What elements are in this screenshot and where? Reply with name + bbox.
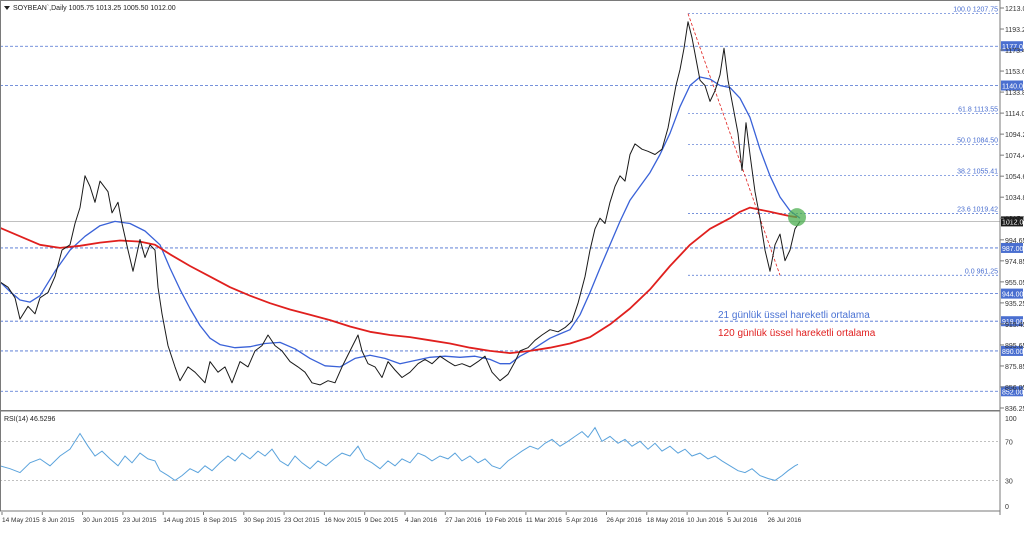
- x-tick-label: 30 Sep 2015: [244, 517, 281, 524]
- rsi-tick-label: 70: [1005, 439, 1013, 446]
- price-label-badge: [1001, 345, 1023, 356]
- price-tick-label: 1213.00: [1005, 6, 1024, 13]
- price-label-text: 852.00: [1002, 389, 1024, 396]
- x-tick-label: 14 Aug 2015: [163, 517, 200, 524]
- x-tick-label: 23 Oct 2015: [284, 517, 320, 524]
- fib-level-label: 38.2 1055.41: [957, 168, 998, 175]
- price-tick-label: 1173.40: [1005, 48, 1024, 55]
- price-tick-label: 895.65: [1005, 343, 1024, 350]
- price-label-badge: [1001, 316, 1023, 327]
- main-panel-frame: [0, 0, 1001, 411]
- x-tick-label: 19 Feb 2016: [486, 517, 523, 524]
- x-tick-label: 9 Dec 2015: [365, 517, 399, 524]
- price-label-badge: [1001, 386, 1023, 397]
- x-tick-label: 30 Jun 2015: [83, 517, 119, 524]
- x-tick-label: 4 Jan 2016: [405, 517, 438, 524]
- price-tick-label: 955.05: [1005, 280, 1024, 287]
- price-tick-label: 1034.80: [1005, 195, 1024, 202]
- price-tick-label: 1153.60: [1005, 69, 1024, 76]
- fib-level-label: 61.8 1113.55: [958, 107, 998, 114]
- price-tick-label: 875.85: [1005, 364, 1024, 371]
- price-tick-label: 1094.20: [1005, 132, 1024, 139]
- price-label-badge: [1001, 80, 1023, 91]
- price-label-badge: [1001, 216, 1023, 227]
- fib-trendline: [687, 13, 781, 276]
- price-tick-label: 974.85: [1005, 259, 1024, 266]
- price-tick-label: 1054.60: [1005, 174, 1024, 181]
- ema-series-line: [0, 76, 801, 368]
- x-tick-label: 5 Apr 2016: [566, 517, 598, 524]
- chart-title: SOYBEAN`,Daily 1005.75 1013.25 1005.50 1…: [13, 5, 176, 12]
- fib-level-label: 100.0 1207.75: [953, 7, 998, 14]
- x-tick-label: 18 May 2016: [647, 517, 685, 524]
- price-tick-label: 1074.40: [1005, 153, 1024, 160]
- price-tick-label: 994.65: [1005, 238, 1024, 245]
- price-tick-label: 935.25: [1005, 301, 1024, 308]
- rsi-tick-label: 30: [1005, 478, 1013, 485]
- price-label-text: 1140.00: [1002, 84, 1024, 91]
- price-tick-label: 915.45: [1005, 322, 1024, 329]
- price-tick-label: 1015.00: [1005, 216, 1024, 223]
- x-tick-label: 10 Jun 2016: [687, 517, 723, 524]
- x-tick-label: 11 Mar 2016: [526, 517, 562, 524]
- ema-series-line: [0, 206, 798, 354]
- fib-level-label: 50.0 1084.50: [957, 137, 998, 144]
- price-tick-label: 1193.20: [1005, 27, 1024, 34]
- x-tick-label: 5 Jul 2016: [727, 517, 757, 524]
- x-tick-label: 23 Jul 2015: [123, 517, 157, 524]
- price-label-text: 944.00: [1002, 292, 1024, 299]
- price-label-text: 1177.00: [1002, 44, 1024, 51]
- x-tick-label: 26 Jul 2016: [768, 517, 802, 524]
- x-tick-label: 27 Jan 2016: [445, 517, 481, 524]
- x-tick-label: 16 Nov 2015: [324, 517, 361, 524]
- price-series-line: [0, 21, 801, 386]
- rsi-title: RSI(14) 46.5296: [4, 416, 55, 423]
- fib-level-label: 0.0 961.25: [965, 268, 998, 275]
- price-label-text: 918.00: [1002, 319, 1024, 326]
- title-dropdown-icon: [4, 6, 10, 10]
- price-tick-label: 1114.00: [1005, 111, 1024, 118]
- price-tick-label: 836.25: [1005, 406, 1024, 413]
- x-tick-label: 8 Jun 2015: [42, 517, 75, 524]
- annotation-21-ema: 21 günlük üssel hareketli ortalama: [718, 310, 870, 321]
- price-label-text: 890.00: [1002, 349, 1024, 356]
- price-label-badge: [1001, 41, 1023, 52]
- rsi-tick-label: 100: [1005, 416, 1017, 423]
- rsi-tick-label: 0: [1005, 504, 1009, 511]
- price-label-text: 1012.00: [1002, 219, 1024, 226]
- price-label-badge: [1001, 288, 1023, 299]
- price-label-text: 987.00: [1002, 246, 1024, 253]
- price-tick-label: 856.05: [1005, 385, 1024, 392]
- x-tick-label: 26 Apr 2016: [607, 517, 642, 524]
- x-tick-label: 8 Sep 2015: [204, 517, 238, 524]
- price-label-badge: [1001, 242, 1023, 253]
- highlight-circle: [788, 208, 806, 227]
- fib-level-label: 23.6 1019.42: [957, 207, 998, 214]
- rsi-panel-frame: [0, 410, 1001, 512]
- rsi-series-line: [0, 426, 799, 482]
- x-tick-label: 14 May 2015: [2, 517, 40, 524]
- price-tick-label: 1133.80: [1005, 90, 1024, 97]
- annotation-120-ema: 120 günlük üssel hareketli ortalama: [718, 328, 876, 339]
